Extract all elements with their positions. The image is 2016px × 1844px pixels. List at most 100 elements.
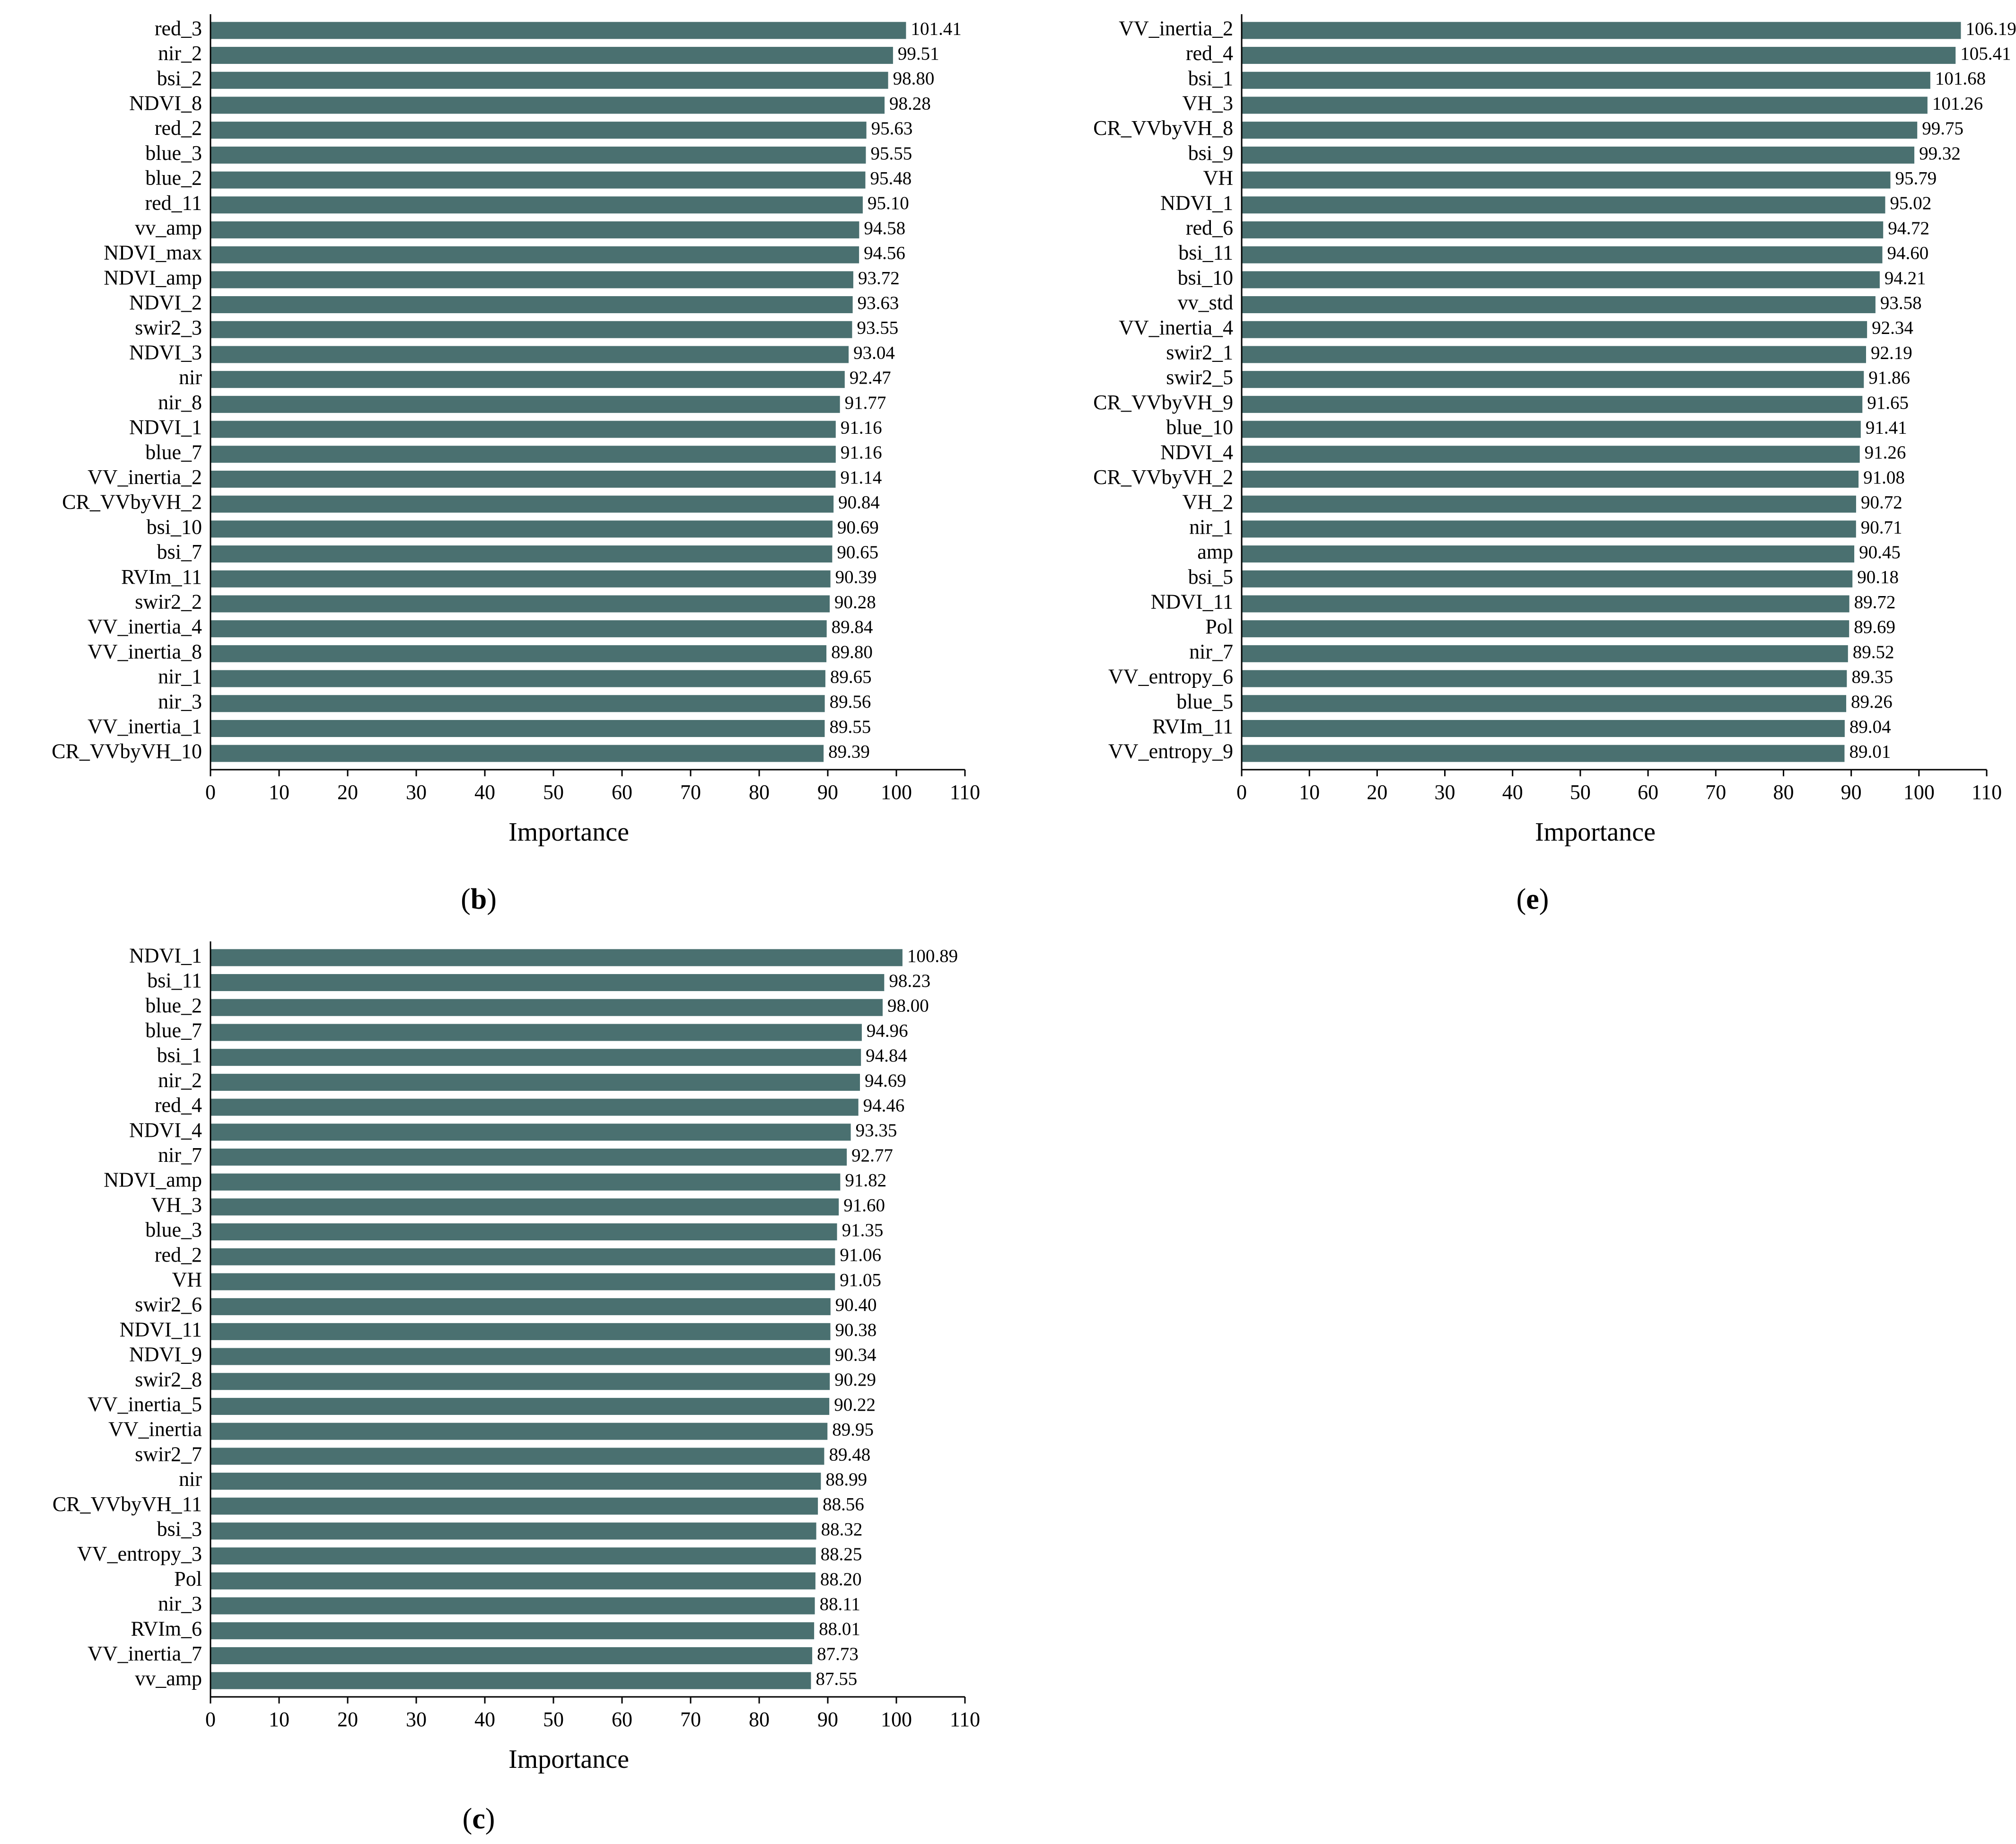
- value-label-e-21: 90.45: [1859, 542, 1901, 562]
- bar-e-9: [1242, 246, 1883, 263]
- x-tick-label-e-9: 90: [1841, 781, 1862, 804]
- value-label-c-13: 91.05: [840, 1270, 881, 1290]
- value-label-c-7: 93.35: [856, 1120, 897, 1141]
- bar-e-3: [1242, 97, 1928, 114]
- bar-e-28: [1242, 720, 1845, 737]
- value-label-b-29: 89.39: [828, 742, 870, 762]
- category-label-e-0: VV_inertia_2: [1119, 17, 1233, 40]
- value-label-e-19: 90.72: [1861, 492, 1902, 513]
- category-label-c-0: NDVI_1: [129, 944, 202, 967]
- value-label-c-5: 94.69: [865, 1071, 906, 1091]
- bar-e-8: [1242, 221, 1884, 238]
- x-tick-label-c-2: 20: [337, 1708, 358, 1731]
- bar-c-17: [210, 1373, 830, 1390]
- x-tick-label-b-11: 110: [950, 781, 980, 804]
- category-label-e-16: blue_10: [1166, 416, 1233, 439]
- category-label-c-25: Pol: [174, 1567, 202, 1590]
- bar-b-10: [210, 271, 853, 289]
- value-label-c-0: 100.89: [907, 946, 958, 966]
- category-label-c-19: VV_inertia: [108, 1418, 202, 1441]
- bar-b-11: [210, 296, 853, 314]
- x-tick-label-b-3: 30: [406, 781, 427, 804]
- category-label-c-6: red_4: [155, 1094, 202, 1117]
- value-label-c-10: 91.60: [843, 1195, 885, 1215]
- value-label-e-16: 91.41: [1866, 418, 1907, 438]
- value-label-b-3: 98.28: [889, 93, 931, 114]
- value-label-c-22: 88.56: [823, 1494, 864, 1515]
- bar-c-28: [210, 1647, 813, 1664]
- value-label-c-26: 88.11: [820, 1594, 860, 1615]
- category-label-b-8: vv_amp: [135, 216, 202, 239]
- value-label-e-14: 91.86: [1868, 368, 1910, 388]
- panel-label-c: (c): [431, 1802, 526, 1836]
- category-label-b-18: VV_inertia_2: [88, 465, 202, 489]
- category-label-e-12: VV_inertia_4: [1119, 316, 1233, 339]
- category-label-e-13: swir2_1: [1166, 341, 1233, 364]
- category-label-b-3: NDVI_8: [129, 92, 202, 115]
- x-tick-label-e-1: 10: [1299, 781, 1320, 804]
- category-label-c-1: bsi_11: [147, 969, 202, 992]
- x-tick-label-e-11: 110: [1972, 781, 2002, 804]
- category-label-e-26: VV_entropy_6: [1108, 665, 1233, 688]
- category-label-b-11: NDVI_2: [129, 291, 202, 314]
- bar-c-26: [210, 1597, 815, 1615]
- x-tick-label-e-3: 30: [1435, 781, 1455, 804]
- category-label-e-2: bsi_1: [1188, 67, 1233, 90]
- value-label-c-12: 91.06: [840, 1245, 881, 1265]
- category-label-c-18: VV_inertia_5: [88, 1393, 202, 1416]
- value-label-c-9: 91.82: [845, 1170, 886, 1191]
- value-label-e-17: 91.26: [1865, 442, 1906, 463]
- value-label-b-23: 90.28: [834, 592, 876, 612]
- category-label-e-29: VV_entropy_9: [1108, 740, 1233, 763]
- bar-b-26: [210, 670, 825, 687]
- category-label-e-8: red_6: [1186, 216, 1233, 239]
- bar-e-29: [1242, 745, 1845, 762]
- value-label-e-25: 89.52: [1853, 642, 1894, 662]
- value-label-b-12: 93.55: [857, 318, 898, 338]
- panel-label-b-letter: b: [470, 883, 487, 915]
- bar-e-25: [1242, 645, 1848, 662]
- x-tick-label-c-10: 100: [881, 1708, 912, 1731]
- value-label-b-1: 99.51: [898, 44, 939, 64]
- bar-e-10: [1242, 271, 1880, 289]
- value-label-b-0: 101.41: [911, 18, 961, 39]
- category-label-b-15: nir_8: [158, 391, 202, 414]
- bar-c-6: [210, 1098, 859, 1116]
- value-label-c-2: 98.00: [887, 996, 929, 1016]
- bar-c-2: [210, 999, 883, 1016]
- value-label-b-10: 93.72: [858, 268, 900, 288]
- category-label-e-28: RVIm_11: [1152, 715, 1233, 738]
- bar-b-12: [210, 321, 852, 338]
- category-label-b-25: VV_inertia_8: [88, 640, 202, 663]
- chart-panel-e: VV_inertia_2 106.19 red_4 105.41 bsi_1 101.68…: [1093, 14, 2016, 847]
- bar-e-19: [1242, 495, 1856, 513]
- category-label-c-28: VV_inertia_7: [88, 1642, 202, 1665]
- category-label-c-23: bsi_3: [157, 1518, 202, 1541]
- bar-c-1: [210, 974, 885, 992]
- category-label-b-26: nir_1: [158, 665, 202, 688]
- chart-panel-b: red_3 101.41 nir_2 99.51 bsi_2 98.80 NDVI_8 98.…: [52, 14, 980, 847]
- bar-c-21: [210, 1473, 821, 1490]
- value-label-e-26: 89.35: [1851, 667, 1893, 687]
- category-label-b-9: NDVI_max: [104, 241, 202, 264]
- category-label-c-22: CR_VVbyVH_11: [53, 1493, 202, 1516]
- x-tick-label-b-1: 10: [269, 781, 289, 804]
- category-label-c-10: VH_3: [151, 1193, 202, 1216]
- bar-c-13: [210, 1273, 835, 1291]
- category-label-b-14: nir: [179, 366, 202, 389]
- value-label-e-29: 89.01: [1849, 742, 1891, 762]
- value-label-b-22: 90.39: [835, 567, 877, 588]
- value-label-e-6: 95.79: [1895, 168, 1937, 189]
- bar-e-24: [1242, 620, 1849, 638]
- value-label-c-17: 90.29: [834, 1370, 876, 1390]
- value-label-e-27: 89.26: [1851, 692, 1893, 712]
- bar-c-8: [210, 1148, 847, 1166]
- bar-b-0: [210, 22, 906, 39]
- bar-b-2: [210, 71, 888, 89]
- x-tick-label-c-8: 80: [749, 1708, 770, 1731]
- value-label-e-28: 89.04: [1849, 717, 1891, 737]
- x-tick-label-b-9: 90: [817, 781, 838, 804]
- value-label-e-11: 93.58: [1880, 293, 1922, 313]
- category-label-c-17: swir2_8: [135, 1368, 202, 1391]
- bar-e-22: [1242, 570, 1853, 588]
